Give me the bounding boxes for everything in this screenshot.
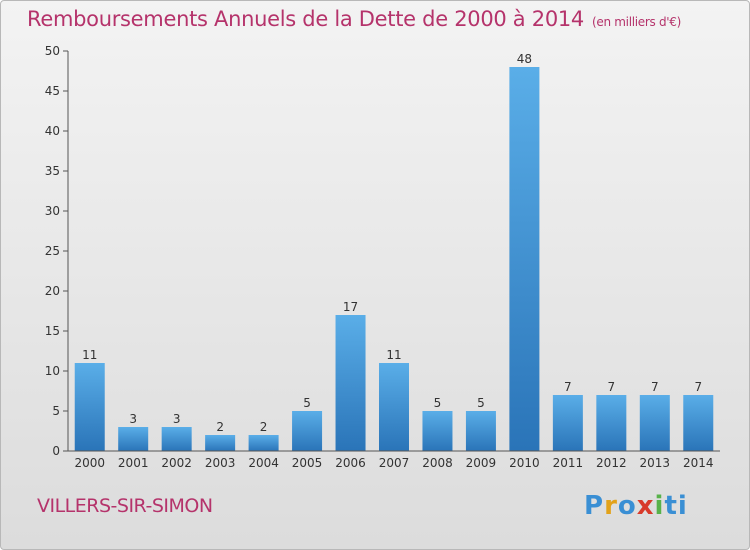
x-tick-label: 2008 [422,456,453,470]
bar-value-label: 2 [216,420,224,434]
bar [292,411,323,451]
bar-value-label: 2 [260,420,268,434]
place-name: VILLERS-SIR-SIMON [37,495,213,517]
x-tick-label: 2012 [596,456,627,470]
bar [596,395,627,451]
x-tick-label: 2014 [683,456,714,470]
bar [248,435,279,451]
y-tick-label: 30 [45,204,60,218]
y-axis: 0 5 10 15 20 25 30 35 40 45 50 [45,44,69,458]
bar [335,315,366,451]
x-tick-label: 2010 [509,456,540,470]
x-tick-label: 2003 [205,456,236,470]
bar-value-label: 5 [477,396,485,410]
chart-title-text: Remboursements Annuels de la Dette de 20… [27,7,584,31]
chart-title: Remboursements Annuels de la Dette de 20… [27,7,681,31]
x-tick-label: 2005 [292,456,323,470]
bar-value-label: 11 [386,348,401,362]
bars: 11 3 3 2 2 5 17 11 5 5 48 7 7 7 7 [74,52,714,451]
y-tick-label: 15 [45,324,60,338]
chart-unit-note: (en milliers d'€) [592,15,682,29]
bar [509,67,540,451]
x-tick-label: 2004 [248,456,279,470]
x-tick-label: 2011 [553,456,584,470]
y-tick-label: 0 [52,444,60,458]
bar [422,411,453,451]
x-tick-label: 2007 [379,456,410,470]
bar [639,395,670,451]
y-tick-label: 45 [45,84,60,98]
y-tick-label: 25 [45,244,60,258]
bar [552,395,583,451]
y-tick-label: 10 [45,364,60,378]
bar-value-label: 5 [303,396,311,410]
bar-value-label: 7 [608,380,616,394]
bar [118,427,149,451]
bar [465,411,496,451]
bar-value-label: 5 [434,396,442,410]
y-tick-label: 50 [45,44,60,58]
bar [205,435,236,451]
x-tick-label: 2013 [640,456,671,470]
bar-value-label: 7 [651,380,659,394]
bar [379,363,409,451]
x-tick-label: 2000 [74,456,105,470]
x-tick-label: 2009 [466,456,497,470]
proxiti-logo: Proxiti [584,491,688,521]
x-tick-label: 2002 [161,456,192,470]
y-tick-label: 40 [45,124,60,138]
bar [74,363,105,451]
x-axis: 2000 2001 2002 2003 2004 2005 2006 2007 2008 2009… [68,450,720,470]
x-tick-label: 2001 [118,456,149,470]
y-tick-label: 35 [45,164,60,178]
bar [683,395,714,451]
y-tick-label: 20 [45,284,60,298]
y-tick-label: 5 [52,404,60,418]
x-tick-label: 2006 [335,456,366,470]
bar-value-label: 3 [129,412,137,426]
bar-value-label: 48 [517,52,532,66]
bar-value-label: 3 [173,412,181,426]
bar-value-label: 11 [82,348,97,362]
bar-value-label: 7 [564,380,572,394]
bar [161,427,192,451]
bar-value-label: 7 [694,380,702,394]
bar-value-label: 17 [343,300,358,314]
